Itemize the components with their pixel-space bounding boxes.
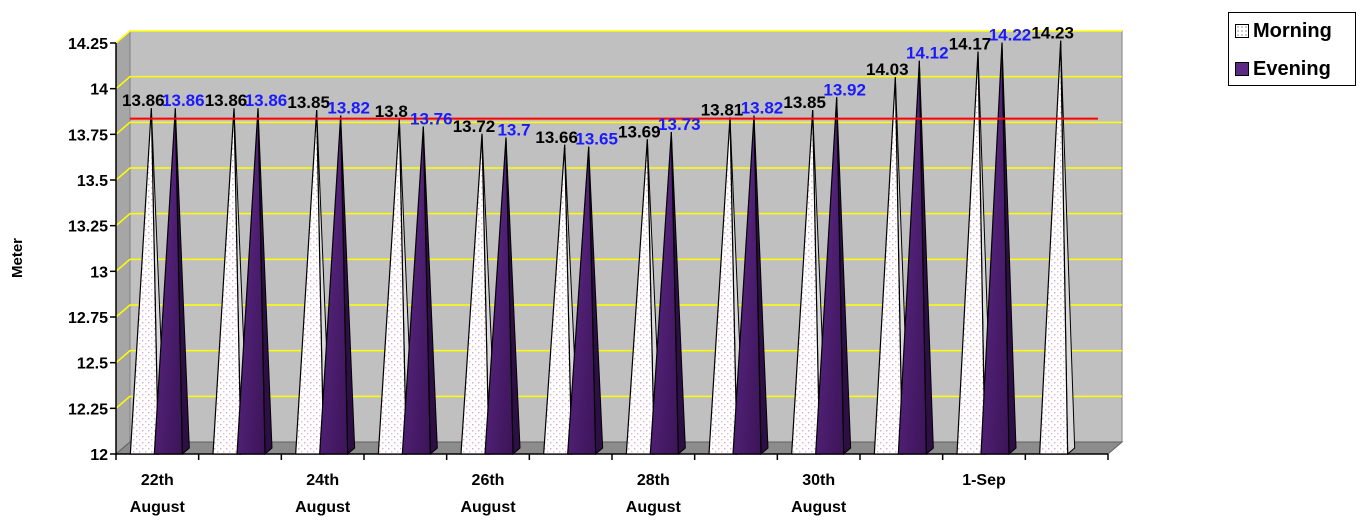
data-label-morning: 13.66 — [535, 128, 578, 147]
gridline — [115, 212, 1122, 227]
x-tick-label: 26th — [472, 472, 505, 489]
bar-evening — [236, 108, 273, 456]
bar-evening — [649, 131, 686, 456]
data-label-morning: 13.85 — [287, 93, 330, 112]
y-axis-title: Meter — [9, 238, 26, 278]
data-label-evening: 14.22 — [989, 25, 1032, 44]
legend-label-evening: Evening — [1253, 57, 1331, 80]
x-tick-label: 1-Sep — [962, 472, 1006, 489]
y-tick-label: 13 — [90, 264, 108, 281]
data-label-evening: 13.7 — [497, 120, 530, 139]
x-tick-label-line2: August — [130, 499, 186, 516]
data-label-evening: 13.65 — [575, 130, 618, 149]
data-label-morning: 13.69 — [618, 122, 661, 141]
y-tick-label: 13.75 — [68, 127, 108, 144]
data-label-evening: 14.12 — [906, 44, 949, 63]
bar-evening — [153, 108, 190, 456]
bar-evening — [319, 115, 356, 456]
gridline — [115, 30, 1122, 44]
data-label-evening: 13.82 — [327, 99, 370, 118]
data-label-morning: 13.86 — [122, 91, 165, 110]
data-label-evening: 13.76 — [410, 110, 453, 129]
data-label-evening: 13.73 — [658, 115, 701, 134]
data-label-morning: 13.8 — [375, 102, 408, 121]
x-tick-label-line2: August — [626, 499, 682, 516]
data-label-morning: 13.86 — [205, 91, 248, 110]
evening-swatch-icon — [1235, 62, 1249, 76]
x-tick-label-line2: August — [460, 499, 516, 516]
gridline — [115, 258, 1122, 272]
data-label-morning: 13.81 — [701, 100, 744, 119]
data-label-morning: 13.85 — [783, 93, 826, 112]
bar-evening — [815, 97, 852, 456]
gridline — [115, 167, 1122, 181]
morning-swatch-icon — [1235, 24, 1249, 38]
y-tick-label: 14 — [90, 82, 108, 99]
y-tick-label: 12.5 — [77, 356, 108, 373]
data-label-evening: 13.86 — [162, 91, 205, 110]
gridline — [115, 304, 1122, 318]
bar-morning — [1039, 40, 1076, 456]
gridline — [115, 121, 1122, 135]
bar-evening — [567, 146, 604, 456]
x-tick-label: 22th — [141, 472, 174, 489]
y-tick-label: 13.5 — [77, 173, 108, 190]
x-tick-label: 24th — [306, 472, 339, 489]
data-label-evening: 13.86 — [245, 91, 288, 110]
bar-evening — [484, 137, 521, 456]
data-label-evening: 13.92 — [823, 80, 866, 99]
data-label-evening: 13.82 — [741, 99, 784, 118]
data-label-morning: 14.03 — [866, 60, 909, 79]
y-tick-label: 12 — [90, 447, 108, 464]
x-tick-label: 28th — [637, 472, 670, 489]
bar-evening — [732, 115, 769, 456]
bar-evening — [897, 60, 934, 456]
y-tick-label: 14.25 — [68, 36, 108, 53]
data-label-morning: 13.72 — [453, 117, 496, 136]
data-label-morning: 14.23 — [1031, 24, 1074, 43]
bar-evening — [980, 42, 1017, 456]
legend-item-evening: Evening — [1235, 57, 1331, 81]
x-tick-label: 30th — [802, 472, 835, 489]
bar-evening — [401, 126, 438, 456]
x-tick-label-line2: August — [791, 499, 847, 516]
gridline — [115, 349, 1122, 364]
gridline — [115, 395, 1122, 409]
gridline — [115, 75, 1122, 90]
y-tick-label: 12.75 — [68, 310, 108, 327]
x-tick-label-line2: August — [295, 499, 351, 516]
y-tick-label: 12.25 — [68, 401, 108, 418]
y-tick-label: 13.25 — [68, 219, 108, 236]
data-label-morning: 14.17 — [949, 35, 992, 54]
legend-label-morning: Morning — [1253, 19, 1332, 42]
legend: Morning Evening — [1228, 12, 1356, 86]
legend-item-morning: Morning — [1235, 19, 1332, 43]
